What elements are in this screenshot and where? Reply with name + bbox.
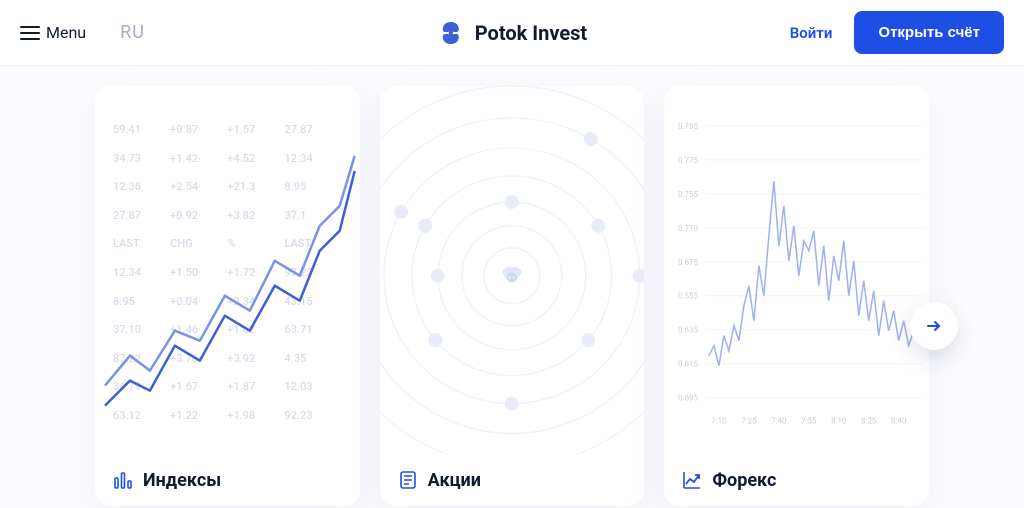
svg-text:0.615: 0.615 [678,360,699,369]
bars-icon [113,470,133,490]
svg-text:7:40: 7:40 [772,417,788,426]
menu-label: Menu [46,23,86,42]
svg-text:0.719: 0.719 [678,224,698,233]
card-forex-visual: 0.795 0.775 0.755 0.719 0.675 0.555 0.635 0.615… [664,86,929,454]
cards-row: 59.41+0.87·+1.5727.8734.73+1.42·+4.5212.… [0,66,1024,506]
brand[interactable]: Potok Invest [437,19,587,47]
indices-line-chart [95,86,360,454]
stocks-icon [398,470,418,490]
card-title: Форекс [712,470,776,491]
card-title: Индексы [143,470,221,491]
card-stocks[interactable]: Акции [380,86,645,506]
card-title: Акции [428,470,481,491]
menu-button[interactable]: Menu [20,23,86,42]
header-actions: Войти Открыть счёт [790,11,1004,54]
card-stocks-visual [380,86,645,454]
svg-text:7:55: 7:55 [801,417,817,426]
card-indices-visual: 59.41+0.87·+1.5727.8734.73+1.42·+4.5212.… [95,86,360,454]
open-account-button[interactable]: Открыть счёт [854,11,1004,54]
svg-text:8:10: 8:10 [831,417,847,426]
svg-text:0.595: 0.595 [678,394,699,403]
card-footer: Акции [380,454,645,506]
stocks-rings [380,86,645,454]
svg-text:7:10: 7:10 [712,417,728,426]
card-indices[interactable]: 59.41+0.87·+1.5727.8734.73+1.42·+4.5212.… [95,86,360,506]
svg-text:0.795: 0.795 [678,122,699,131]
trend-icon [682,470,702,490]
svg-text:0.675: 0.675 [678,258,699,267]
language-selector[interactable]: RU [120,22,145,43]
header: Menu RU Potok Invest Войти Открыть счёт [0,0,1024,66]
brand-name: Potok Invest [475,21,587,45]
svg-text:8:40: 8:40 [891,417,907,426]
forex-chart: 0.795 0.775 0.755 0.719 0.675 0.555 0.635 0.615… [664,86,929,454]
logo-icon [437,19,465,47]
login-link[interactable]: Войти [790,24,833,42]
svg-text:0.555: 0.555 [678,292,699,301]
arrow-right-icon [925,317,943,335]
svg-text:0.755: 0.755 [678,190,699,199]
hamburger-icon [20,26,40,40]
card-footer: Индексы [95,454,360,506]
svg-text:0.775: 0.775 [678,156,699,165]
card-forex[interactable]: 0.795 0.775 0.755 0.719 0.675 0.555 0.635 0.615… [664,86,929,506]
card-footer: Форекс [664,454,929,506]
svg-text:8:25: 8:25 [861,417,877,426]
svg-text:7:25: 7:25 [742,417,758,426]
next-arrow-button[interactable] [910,302,958,350]
svg-text:0.635: 0.635 [678,326,699,335]
